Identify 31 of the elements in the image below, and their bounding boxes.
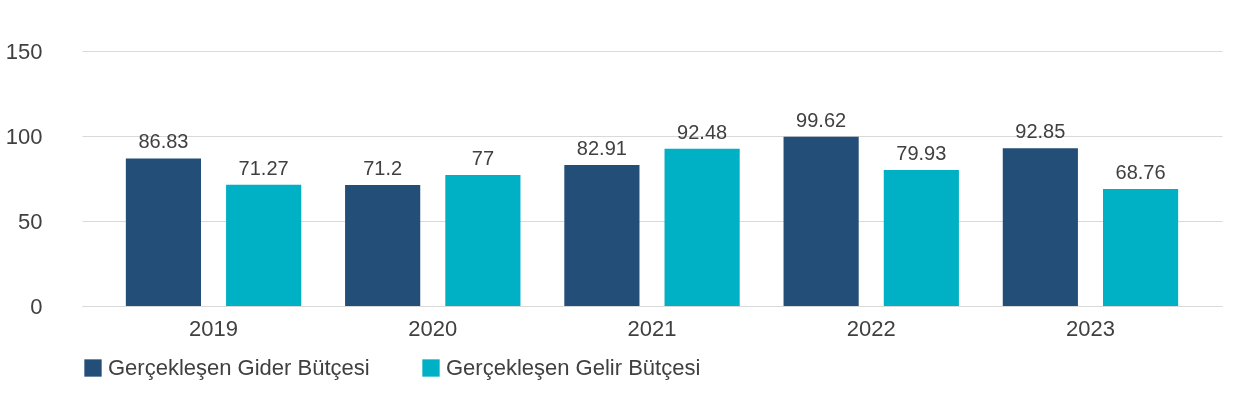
data-label: 99.62 [796, 108, 847, 131]
bar [883, 170, 959, 306]
data-label: 86.83 [138, 130, 189, 153]
bar [125, 158, 202, 306]
bar [345, 184, 421, 306]
x-tick-label: 2019 [189, 315, 239, 341]
x-tick-label: 2021 [627, 315, 677, 341]
y-tick-label: 150 [5, 38, 43, 64]
bar [226, 184, 302, 306]
legend-label: Gerçekleşen Gelir Bütçesi [446, 355, 701, 380]
bar [783, 136, 859, 306]
bar [445, 175, 521, 306]
bar [564, 165, 640, 306]
x-tick-label: 2020 [408, 315, 458, 341]
data-label: 77 [471, 147, 494, 170]
x-tick-label: 2022 [846, 315, 896, 341]
legend-label: Gerçekleşen Gider Bütçesi [108, 355, 370, 380]
data-label: 92.85 [1015, 120, 1066, 143]
bar [1002, 148, 1078, 306]
data-label: 82.91 [576, 137, 627, 160]
data-label: 92.48 [677, 120, 728, 143]
data-label: 71.27 [238, 156, 289, 179]
bar [1102, 189, 1179, 306]
data-label: 68.76 [1115, 161, 1166, 184]
y-tick-label: 50 [18, 208, 43, 234]
y-tick-label: 100 [5, 123, 43, 149]
data-label: 71.2 [363, 156, 403, 179]
y-tick-label: 0 [30, 293, 43, 319]
x-tick-label: 2023 [1065, 315, 1115, 341]
data-label: 79.93 [896, 142, 947, 165]
bar [664, 148, 740, 306]
